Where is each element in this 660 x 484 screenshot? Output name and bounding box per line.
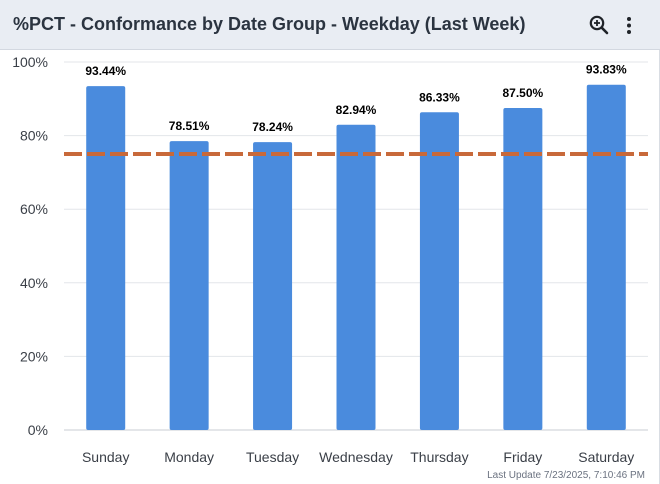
bar — [253, 142, 293, 431]
bar — [503, 108, 543, 430]
x-tick-label: Wednesday — [319, 449, 393, 465]
data-label: 78.24% — [252, 120, 293, 134]
data-label: 93.44% — [85, 64, 126, 78]
x-tick-label: Sunday — [82, 449, 129, 465]
data-label: 82.94% — [336, 103, 377, 117]
x-tick-label: Thursday — [410, 449, 468, 465]
data-label: 78.51% — [169, 119, 210, 133]
bar — [419, 112, 459, 430]
data-label: 87.50% — [503, 86, 544, 100]
x-tick-label: Saturday — [578, 449, 634, 465]
widget-header: %PCT - Conformance by Date Group - Weekd… — [0, 0, 660, 50]
widget-title: %PCT - Conformance by Date Group - Weekd… — [13, 14, 526, 34]
data-label: 93.83% — [586, 63, 627, 77]
x-tick-label: Friday — [503, 449, 542, 465]
bar — [86, 86, 126, 430]
zoom-in-icon[interactable] — [587, 13, 611, 37]
x-tick-label: Monday — [164, 449, 214, 465]
y-tick-label: 20% — [20, 348, 48, 364]
y-tick-label: 40% — [20, 275, 48, 291]
y-tick-label: 0% — [28, 422, 48, 438]
y-tick-label: 60% — [20, 201, 48, 217]
x-tick-label: Tuesday — [246, 449, 299, 465]
bar — [586, 84, 626, 430]
bar — [336, 124, 376, 431]
last-update-text: Last Update 7/23/2025, 7:10:46 PM — [487, 470, 645, 481]
bar-chart: 0% 20% 40% 60% 80% 100% 93.44% Sunday 78.51% Mond… — [12, 54, 648, 465]
data-label: 86.33% — [419, 90, 460, 104]
y-tick-label: 80% — [20, 128, 48, 144]
y-tick-label: 100% — [12, 54, 48, 70]
bar — [169, 141, 209, 430]
more-vertical-icon[interactable] — [617, 13, 641, 37]
